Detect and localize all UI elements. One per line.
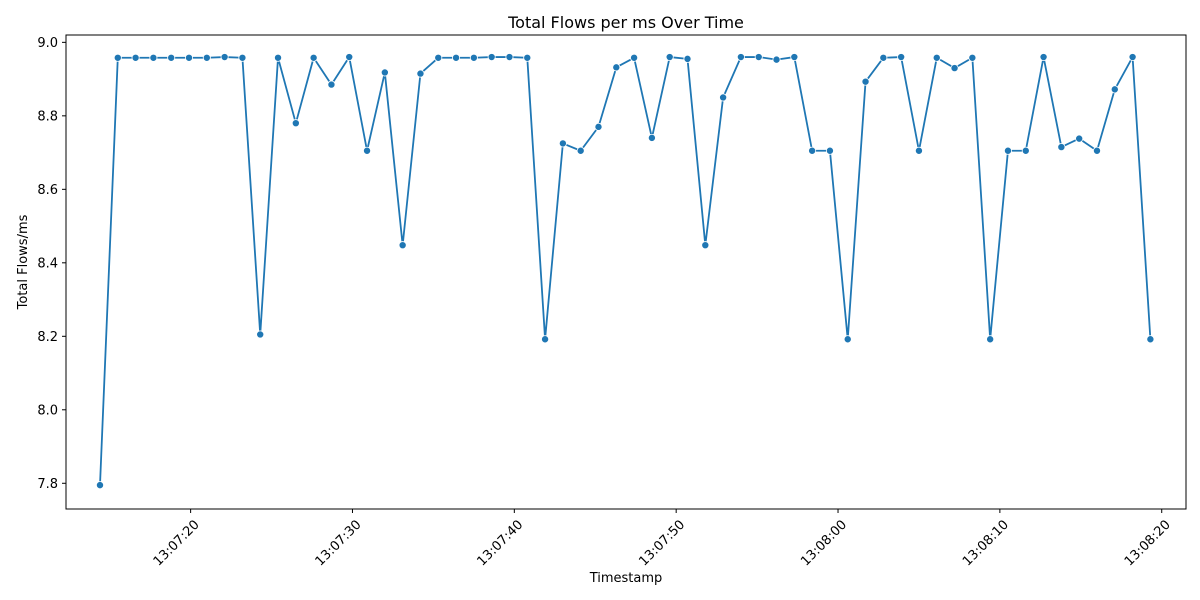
data-point xyxy=(754,53,763,62)
data-point xyxy=(986,335,995,344)
x-axis: 13:07:20 13:07:30 13:07:40 13:07:50 13:08:00… xyxy=(151,509,1174,569)
data-point xyxy=(1092,146,1101,155)
data-point xyxy=(1039,53,1048,62)
data-point xyxy=(647,133,656,142)
data-point xyxy=(238,53,247,62)
data-point xyxy=(594,122,603,131)
y-tick-label: 8.8 xyxy=(37,109,58,124)
data-point xyxy=(452,53,461,62)
data-point xyxy=(1146,335,1155,344)
x-tick-label: 13:07:30 xyxy=(313,517,365,569)
data-point xyxy=(416,69,425,78)
x-tick-label: 13:08:00 xyxy=(798,517,850,569)
x-tick-label: 13:08:20 xyxy=(1122,517,1174,569)
data-point xyxy=(541,335,550,344)
data-point xyxy=(1128,53,1137,62)
x-tick-label: 13:07:20 xyxy=(151,517,203,569)
data-point xyxy=(95,481,104,490)
data-point xyxy=(274,53,283,62)
data-point xyxy=(131,53,140,62)
plot-border xyxy=(65,34,1187,510)
data-point xyxy=(932,53,941,62)
data-point xyxy=(113,53,122,62)
data-point xyxy=(683,54,692,63)
data-point xyxy=(487,53,496,62)
y-axis: 7.8 8.0 8.2 8.4 8.6 8.8 9.0 xyxy=(37,36,66,492)
series-line xyxy=(99,56,1152,486)
data-point xyxy=(808,146,817,155)
data-point xyxy=(843,335,852,344)
data-point xyxy=(469,53,478,62)
x-tick-label: 13:08:10 xyxy=(960,517,1012,569)
data-point xyxy=(309,53,318,62)
data-point xyxy=(630,53,639,62)
data-point xyxy=(1003,146,1012,155)
data-point xyxy=(256,330,265,339)
data-point xyxy=(1057,143,1066,152)
data-point xyxy=(523,53,532,62)
data-point xyxy=(434,53,443,62)
data-point xyxy=(345,53,354,62)
data-point xyxy=(1021,146,1030,155)
y-tick-label: 8.4 xyxy=(37,256,58,271)
data-point xyxy=(505,53,514,62)
x-tick-label: 13:07:40 xyxy=(474,517,526,569)
data-point xyxy=(398,241,407,250)
chart-title: Total Flows per ms Over Time xyxy=(507,13,744,32)
data-point xyxy=(897,53,906,62)
data-point xyxy=(1110,85,1119,94)
y-tick-label: 8.2 xyxy=(37,330,58,345)
data-point xyxy=(950,64,959,73)
data-point xyxy=(825,146,834,155)
data-point xyxy=(968,53,977,62)
data-point xyxy=(790,53,799,62)
data-point xyxy=(861,77,870,86)
data-point xyxy=(701,241,710,250)
data-point xyxy=(380,68,389,77)
data-point xyxy=(665,53,674,62)
data-point xyxy=(291,119,300,128)
data-point xyxy=(185,53,194,62)
data-point xyxy=(576,146,585,155)
y-tick-label: 8.6 xyxy=(37,183,58,198)
data-point xyxy=(914,146,923,155)
data-point xyxy=(558,139,567,148)
x-tick-label: 13:07:50 xyxy=(636,517,688,569)
series-group xyxy=(95,53,1155,490)
x-axis-label: Timestamp xyxy=(589,571,663,586)
data-point xyxy=(327,80,336,89)
data-point xyxy=(363,146,372,155)
plot-frame xyxy=(65,34,1187,510)
data-point xyxy=(736,53,745,62)
data-point xyxy=(1075,134,1084,143)
y-tick-label: 8.0 xyxy=(37,403,58,418)
data-point xyxy=(719,93,728,102)
data-point xyxy=(149,53,158,62)
y-tick-label: 7.8 xyxy=(37,477,58,492)
data-point xyxy=(202,53,211,62)
data-point xyxy=(220,53,229,62)
data-point xyxy=(879,53,888,62)
data-point xyxy=(772,55,781,64)
data-point xyxy=(612,63,621,72)
y-axis-label: Total Flows/ms xyxy=(16,214,31,310)
data-point xyxy=(167,53,176,62)
y-tick-label: 9.0 xyxy=(37,36,58,51)
